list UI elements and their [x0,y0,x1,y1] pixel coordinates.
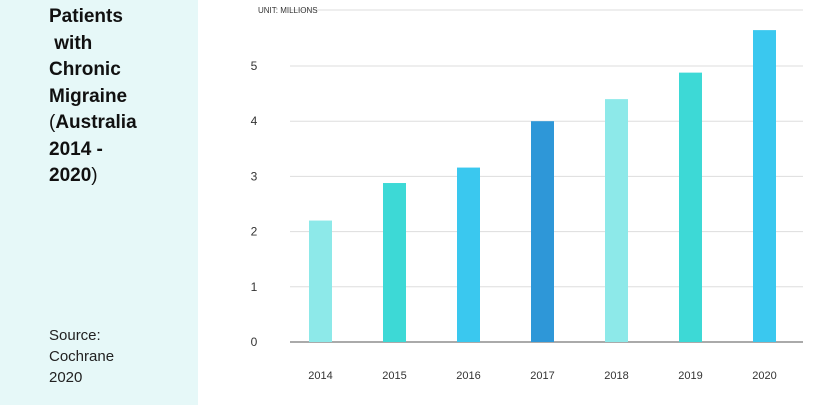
y-tick-label: 3 [251,169,258,183]
title-line-6: 2014 - [49,138,103,160]
y-tick-label: 0 [251,335,258,349]
x-tick-label: 2017 [530,370,554,382]
title-paren-open: ( [49,112,56,133]
bar-2014 [309,220,332,342]
chart-area: 0 1 2 3 4 5 UNIT: MILLIONS 2014 2015 2016 2017 2018… [198,0,825,405]
title-line-7: 2020) [49,163,189,190]
y-tick-label: 2 [251,225,258,239]
source-note: Source: Cochrane 2020 [49,325,189,388]
bar-2015 [383,183,406,342]
y-tick-label: 4 [251,114,258,128]
title-line-4: Migraine [49,85,128,107]
x-tick-label: 2014 [308,370,332,382]
x-tick-label: 2015 [382,370,406,382]
side-panel: Patients with Chronic Migraine (Australi… [0,0,198,405]
grid-layer [290,9,803,343]
title-line-5-text: Australia [55,112,137,133]
bar-2016 [457,167,480,342]
bars-layer [309,30,776,343]
title-line-3: Chronic [49,59,121,80]
source-line-2: Cochrane [49,348,115,365]
bar-2018 [605,99,628,343]
title-line-1: Patients [49,6,123,27]
y-tick-label: 5 [251,59,258,73]
bar-chart: 0 1 2 3 4 5 UNIT: MILLIONS 2014 2015 2016 2017 2018… [251,6,803,382]
chart-title: Patients with Chronic Migraine (Australi… [49,4,189,190]
labels-layer: 0 1 2 3 4 5 UNIT: MILLIONS 2014 2015 2016 2017 2018… [251,6,777,382]
x-tick-label: 2020 [752,370,776,382]
x-tick-label: 2018 [604,370,628,382]
bar-2017 [531,121,554,342]
x-tick-label: 2016 [456,370,480,382]
title-paren-close: ) [91,165,98,186]
source-line-3: 2020 [49,369,83,386]
bar-2020 [753,30,776,343]
source-line-1: Source: [49,327,101,344]
x-tick-label: 2019 [678,370,702,382]
y-tick-label: 1 [251,280,258,294]
title-line-7-text: 2020 [49,165,92,186]
title-line-5: (Australia [49,110,189,137]
unit-label: UNIT: MILLIONS [258,6,318,15]
title-line-2: with [49,32,93,54]
bar-2019 [679,72,702,343]
